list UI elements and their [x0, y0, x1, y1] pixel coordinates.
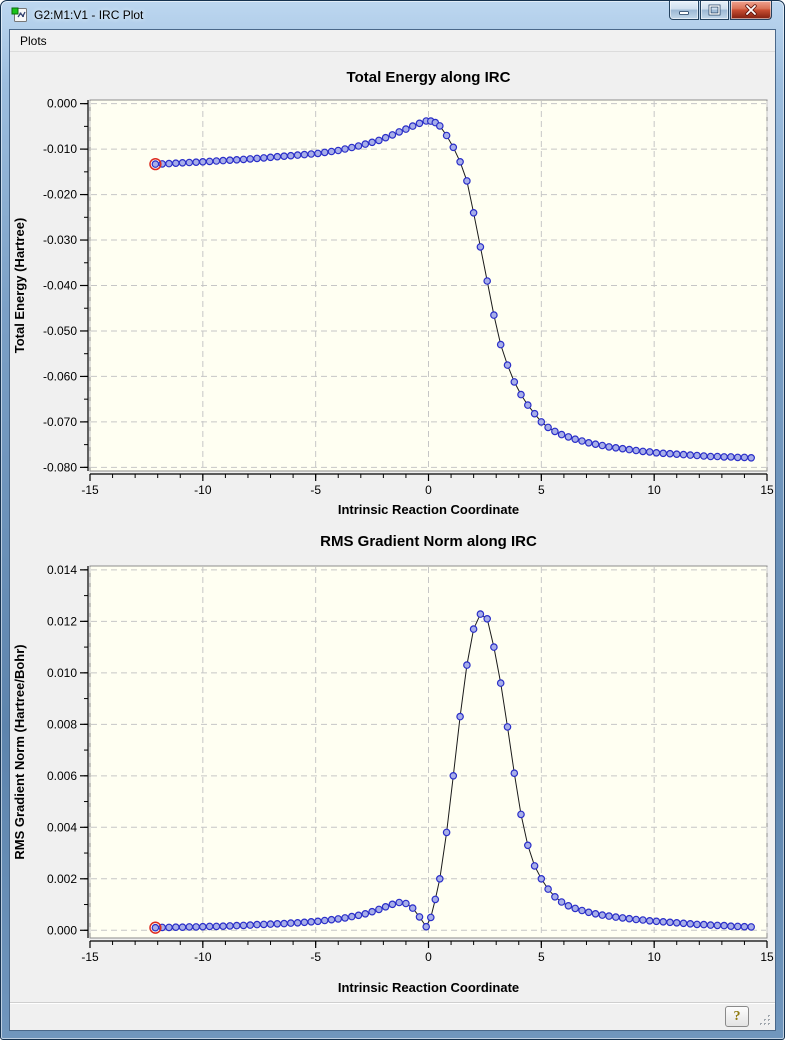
svg-text:0.004: 0.004	[47, 820, 77, 834]
svg-text:-0.040: -0.040	[43, 279, 77, 293]
svg-text:-15: -15	[81, 483, 99, 497]
svg-text:Total Energy (Hartree): Total Energy (Hartree)	[12, 218, 27, 354]
svg-text:-5: -5	[310, 950, 321, 964]
maximize-icon	[708, 4, 721, 16]
window-title: G2:M1:V1 - IRC Plot	[34, 8, 144, 22]
rms-gradient-chart[interactable]: -15 -10 -5 0 5 10 15 0.000 0.002 0.004 0.006 0.008 0…	[10, 520, 776, 998]
minimize-button[interactable]	[669, 1, 699, 20]
chart-area: -15 -10 -5 0 5 10 15 -0.080 -0.070 -0.060 -0.050 -0…	[10, 52, 775, 1002]
svg-text:5: 5	[538, 483, 545, 497]
maximize-button[interactable]	[700, 1, 729, 20]
svg-text:Total Energy along IRC: Total Energy along IRC	[347, 69, 511, 86]
window-controls	[669, 1, 772, 20]
svg-text:Intrinsic Reaction Coordinate: Intrinsic Reaction Coordinate	[338, 502, 519, 517]
svg-text:-0.060: -0.060	[43, 369, 77, 383]
svg-text:5: 5	[538, 950, 545, 964]
svg-text:0.012: 0.012	[47, 614, 77, 628]
statusbar: ?	[10, 1002, 775, 1030]
svg-text:RMS Gradient Norm along IRC: RMS Gradient Norm along IRC	[320, 533, 537, 550]
svg-text:15: 15	[760, 950, 774, 964]
svg-text:0.000: 0.000	[47, 97, 77, 111]
minimize-icon	[679, 11, 689, 15]
svg-text:0.010: 0.010	[47, 666, 77, 680]
help-icon: ?	[733, 1008, 741, 1024]
svg-text:0: 0	[425, 950, 432, 964]
svg-text:-0.070: -0.070	[43, 415, 77, 429]
svg-text:-0.080: -0.080	[43, 460, 77, 474]
total-energy-chart[interactable]: -15 -10 -5 0 5 10 15 -0.080 -0.070 -0.060 -0.050 -0…	[10, 58, 776, 520]
svg-text:-10: -10	[194, 950, 212, 964]
svg-text:-15: -15	[81, 950, 99, 964]
svg-text:-0.020: -0.020	[43, 188, 77, 202]
svg-text:0: 0	[425, 483, 432, 497]
svg-text:10: 10	[647, 950, 661, 964]
close-button[interactable]	[730, 1, 772, 20]
svg-text:-0.030: -0.030	[43, 233, 77, 247]
menu-plots[interactable]: Plots	[20, 33, 47, 48]
svg-text:-0.010: -0.010	[43, 142, 77, 156]
svg-text:-0.050: -0.050	[43, 324, 77, 338]
svg-text:10: 10	[647, 483, 661, 497]
svg-text:0.014: 0.014	[47, 563, 77, 577]
help-button[interactable]: ?	[725, 1006, 749, 1027]
svg-text:0.008: 0.008	[47, 717, 77, 731]
resize-grip[interactable]	[759, 1014, 772, 1027]
svg-text:0.006: 0.006	[47, 769, 77, 783]
svg-text:-5: -5	[310, 483, 321, 497]
svg-text:RMS Gradient Norm (Hartree/Boh: RMS Gradient Norm (Hartree/Bohr)	[12, 644, 27, 859]
close-icon	[745, 4, 757, 16]
app-icon	[11, 7, 28, 23]
titlebar[interactable]: G2:M1:V1 - IRC Plot	[1, 1, 784, 29]
client-area: Plots -15 -10 -5 0 5 10 15 -0.080 -0.070 -0.060 -0…	[9, 29, 776, 1031]
svg-text:Intrinsic Reaction Coordinate: Intrinsic Reaction Coordinate	[338, 980, 519, 995]
svg-text:-10: -10	[194, 483, 212, 497]
svg-text:0.000: 0.000	[47, 923, 77, 937]
svg-text:15: 15	[760, 483, 774, 497]
menubar: Plots	[10, 30, 775, 52]
svg-text:0.002: 0.002	[47, 872, 77, 886]
